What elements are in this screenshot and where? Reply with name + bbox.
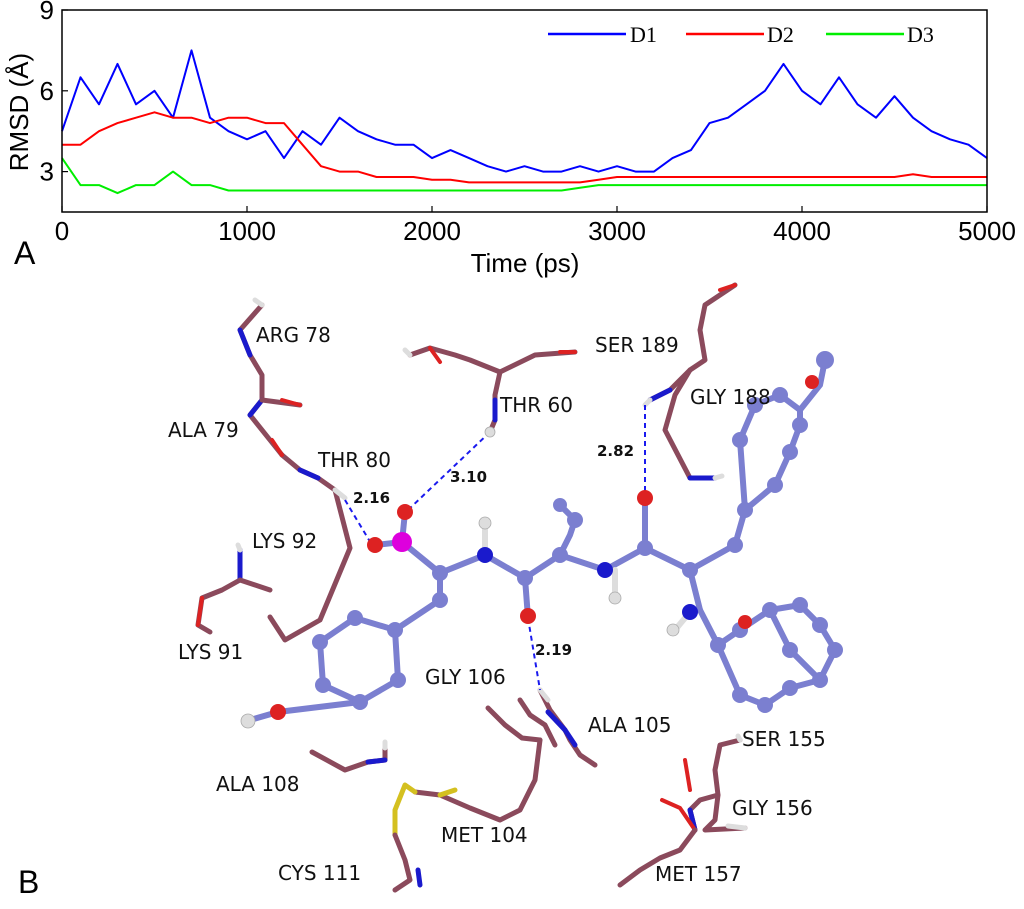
legend-label-d3: D3 xyxy=(907,22,934,47)
label-thr-80: THR 80 xyxy=(317,448,391,472)
residue-labels: ARG 78 ALA 79 THR 80 LYS 92 LYS 91 THR 6… xyxy=(168,323,826,886)
ticks-layer: 0 1000 2000 3000 4000 5000 3 6 9 xyxy=(40,0,1016,246)
distance-2-19: 2.19 xyxy=(535,641,572,659)
residue-lys-91-sticks xyxy=(195,542,273,635)
residue-ala-105-gly-106-sticks xyxy=(485,687,598,768)
plot-frame xyxy=(61,9,988,213)
y-tick-label: 9 xyxy=(40,0,54,25)
label-cys-111: CYS 111 xyxy=(278,861,361,885)
label-lys-91: LYS 91 xyxy=(178,640,243,664)
residue-thr-60-sticks xyxy=(402,345,578,435)
legend-label-d1: D1 xyxy=(630,22,657,47)
distance-3-10: 3.10 xyxy=(450,468,487,486)
series-line-d1 xyxy=(61,49,988,173)
residue-cys-111-sticks xyxy=(392,832,423,893)
hydrogen-bonds xyxy=(344,405,646,691)
ligand-hetero-bonds xyxy=(482,522,693,633)
x-axis-label: Time (ps) xyxy=(471,248,580,278)
binding-site-structure: ARG 78 ALA 79 THR 80 LYS 92 LYS 91 THR 6… xyxy=(18,282,843,900)
label-gly-156: GLY 156 xyxy=(732,796,813,820)
x-tick-label: 5000 xyxy=(958,216,1016,246)
hbond-3-10 xyxy=(407,431,491,511)
phosphorus-atom xyxy=(392,532,412,552)
distance-2-82: 2.82 xyxy=(597,442,634,460)
residue-met-104-sticks xyxy=(392,737,543,838)
protein-sticks xyxy=(195,282,748,893)
label-lys-92: LYS 92 xyxy=(252,529,317,553)
label-ala-108: ALA 108 xyxy=(216,772,300,796)
legend-label-d2: D2 xyxy=(767,22,794,47)
label-thr-60: THR 60 xyxy=(499,393,573,417)
y-axis-label: RMSD (Å) xyxy=(4,53,34,171)
residue-ala-108-sticks xyxy=(309,739,388,773)
label-gly-188: GLY 188 xyxy=(690,385,771,409)
legend: D1 D2 D3 xyxy=(548,22,934,47)
label-ser-155: SER 155 xyxy=(742,727,826,751)
label-met-157: MET 157 xyxy=(655,862,742,886)
x-tick-label: 0 xyxy=(55,216,69,246)
y-tick-label: 3 xyxy=(40,157,54,187)
residue-thr-80-sticks xyxy=(267,438,353,643)
series-layer xyxy=(61,49,988,195)
residue-ser-189-gly-188-sticks xyxy=(642,282,738,481)
y-tick-label: 6 xyxy=(40,76,54,106)
label-gly-106: GLY 106 xyxy=(425,665,506,689)
panel-label-a: A xyxy=(14,235,36,271)
label-met-104: MET 104 xyxy=(441,823,528,847)
residue-arg-78-sticks xyxy=(237,297,303,458)
label-arg-78: ARG 78 xyxy=(256,323,331,347)
residue-ser-155-gly-156-met-157-sticks xyxy=(617,733,748,888)
distance-2-16: 2.16 xyxy=(353,489,390,507)
series-line-d3 xyxy=(61,157,987,195)
x-tick-label: 4000 xyxy=(773,216,831,246)
hbond-2-19 xyxy=(527,617,541,691)
label-ala-79: ALA 79 xyxy=(168,418,239,442)
label-ala-105: ALA 105 xyxy=(588,713,672,737)
label-ser-189: SER 189 xyxy=(595,333,679,357)
x-tick-label: 3000 xyxy=(588,216,646,246)
panel-label-b: B xyxy=(18,864,39,900)
series-line-d2 xyxy=(62,111,987,184)
ligand-atoms xyxy=(240,351,843,729)
rmsd-chart: 0 1000 2000 3000 4000 5000 3 6 9 Time (ps) RMSD … xyxy=(4,0,1016,278)
x-tick-label: 2000 xyxy=(403,216,461,246)
distance-labels: 2.16 3.10 2.82 2.19 xyxy=(353,442,634,659)
x-tick-label: 1000 xyxy=(218,216,276,246)
